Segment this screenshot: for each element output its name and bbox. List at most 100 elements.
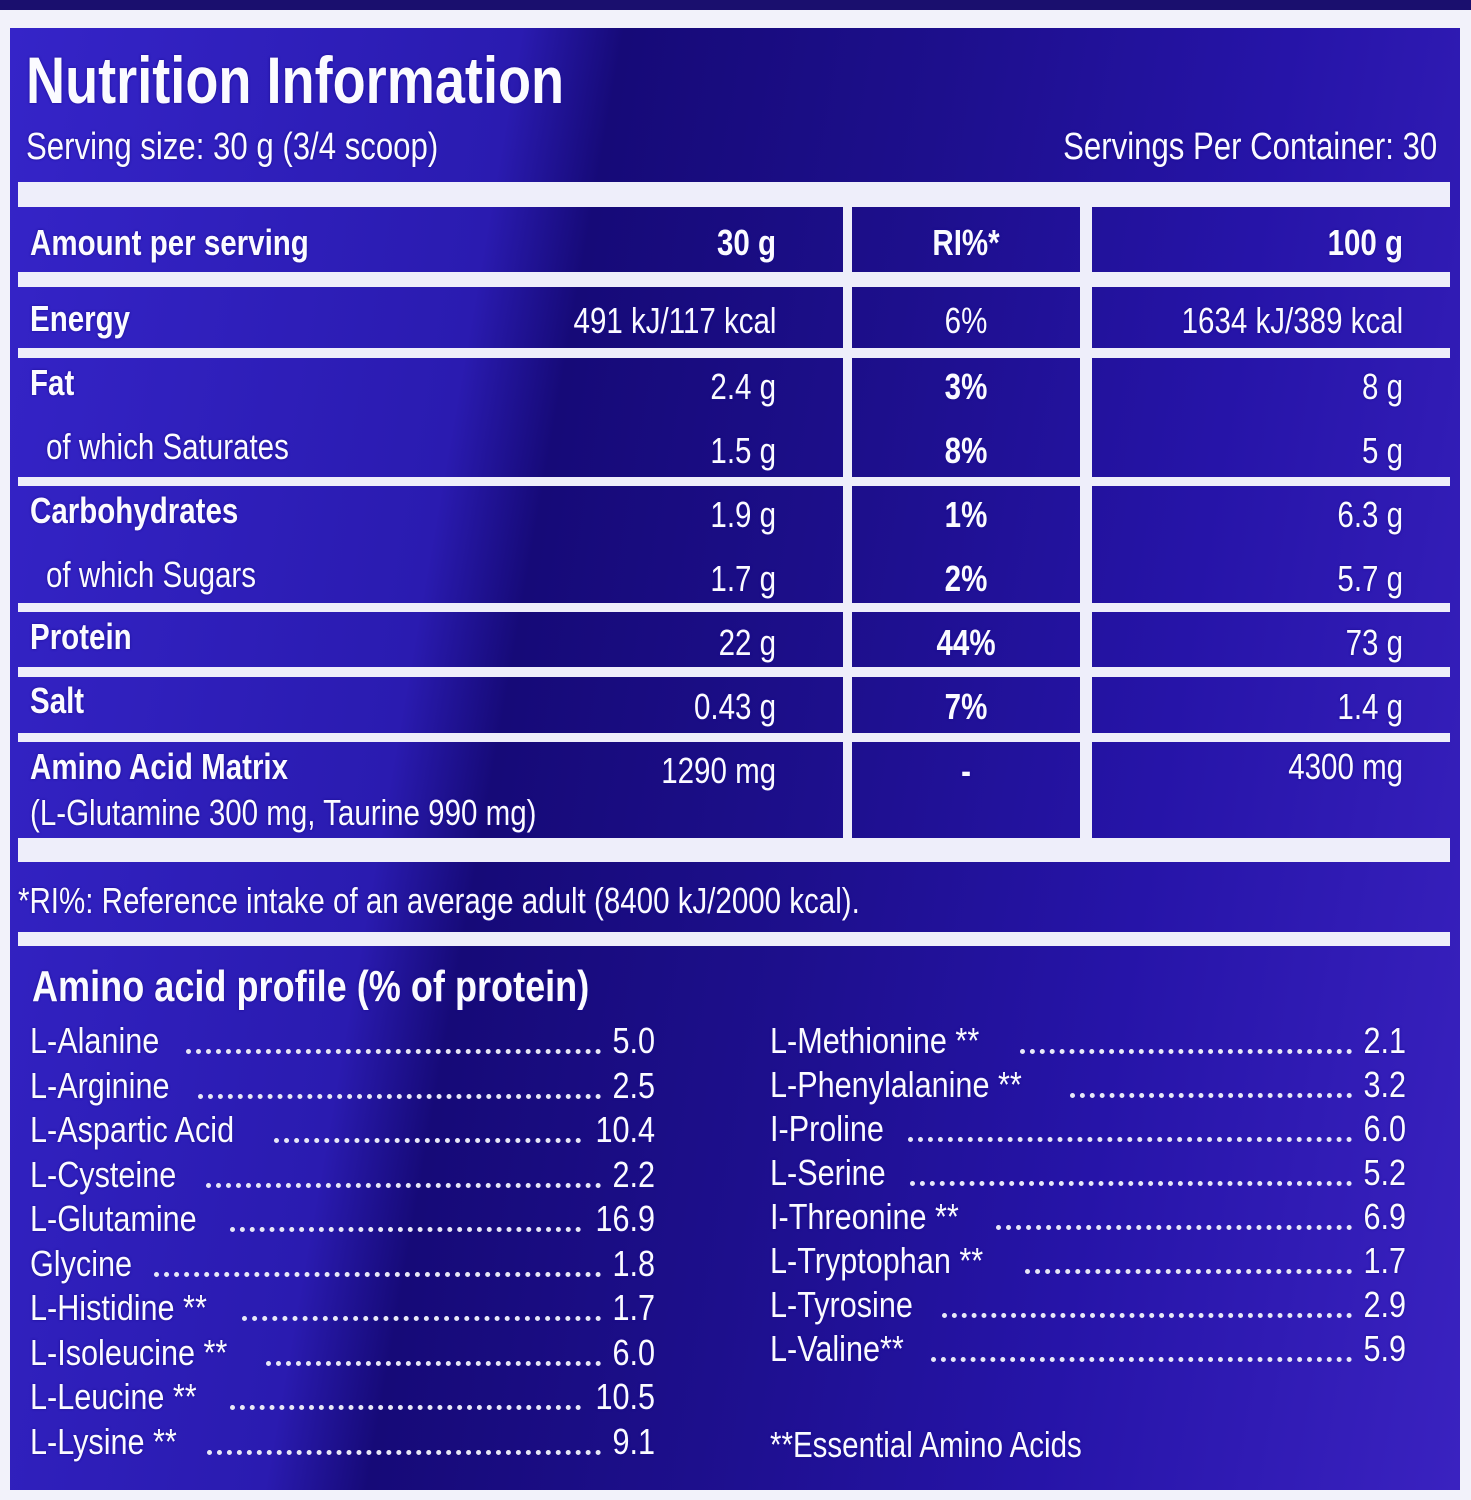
nutrient-name: Carbohydrates	[30, 490, 239, 531]
amino-acid-name: L-Lysine **	[30, 1420, 177, 1462]
ri-value: 6%	[944, 300, 988, 341]
amino-acid-row: L-Tryptophan ** 1.7	[770, 1240, 1406, 1282]
servings-per-container: Servings Per Container: 30	[1062, 126, 1437, 168]
amino-acid-name: I-Threonine **	[770, 1196, 959, 1237]
amino-acid-name: L-Alanine	[30, 1020, 160, 1061]
nutrient-name: Protein	[30, 616, 132, 657]
column-divider	[1080, 207, 1092, 838]
divider	[18, 477, 1450, 486]
ri-value: 7%	[944, 686, 988, 727]
amino-acid-value: 2.1	[1363, 1020, 1406, 1061]
per-serving-value: 0.43 g	[693, 686, 776, 727]
divider	[18, 838, 1450, 862]
amino-acid-value: 9.1	[612, 1420, 655, 1462]
amino-acid-name: L-Cysteine	[30, 1153, 177, 1195]
nutrition-panel	[10, 28, 1460, 1490]
per-serving-value: 1.5 g	[710, 430, 776, 471]
ri-value: 3%	[944, 366, 988, 407]
amino-acid-row: L-Methionine ** 2.1	[770, 1020, 1406, 1062]
per-100g-value: 73 g	[1345, 622, 1403, 663]
amino-acid-value: 3.2	[1363, 1064, 1406, 1105]
amino-acid-value: 6.0	[612, 1331, 655, 1373]
column-divider	[843, 207, 852, 838]
amino-acid-row: L-Glutamine 16.9	[30, 1198, 655, 1240]
amino-acid-row: L-Isoleucine ** 6.0	[30, 1332, 655, 1374]
amino-acid-name: L-Tyrosine	[770, 1284, 913, 1325]
dot-leader	[154, 1271, 601, 1277]
dot-leader	[942, 1313, 1352, 1318]
nutrient-name: of which Saturates	[46, 426, 289, 467]
dot-leader	[908, 1137, 1352, 1142]
top-edge	[0, 0, 1471, 10]
amino-acid-row: L-Lysine ** 9.1	[30, 1421, 655, 1463]
amino-acid-name: L-Aspartic Acid	[30, 1109, 235, 1150]
dot-leader	[230, 1227, 581, 1232]
ri-value: -	[961, 750, 971, 791]
amino-acid-name: L-Arginine	[30, 1064, 170, 1106]
amino-acid-name: L-Histidine **	[30, 1287, 207, 1328]
per-serving-value: 1.9 g	[710, 494, 776, 535]
dot-leader	[206, 1449, 601, 1455]
amino-acid-value: 10.5	[595, 1376, 655, 1417]
amino-acid-value: 16.9	[595, 1198, 655, 1239]
nutrient-name: Salt	[30, 680, 85, 721]
per-100g-value: 5 g	[1361, 430, 1403, 471]
nutrient-name: of which Sugars	[46, 554, 257, 595]
column-header: Amount per serving	[30, 222, 309, 263]
per-100g-value: 8 g	[1361, 366, 1403, 407]
amino-acid-name: I-Proline	[770, 1108, 884, 1149]
amino-acid-name: L-Valine**	[770, 1328, 904, 1369]
essential-note: **Essential Amino Acids	[770, 1424, 1082, 1465]
amino-acid-name: L-Isoleucine **	[30, 1331, 228, 1373]
divider	[18, 348, 1450, 358]
per-serving-value: 491 kJ/117 kcal	[573, 300, 776, 341]
ri-value: 8%	[944, 430, 988, 471]
divider	[18, 667, 1450, 677]
nutrient-subtext: (L-Glutamine 300 mg, Taurine 990 mg)	[30, 792, 537, 833]
serving-size: Serving size: 30 g (3/4 scoop)	[26, 126, 439, 168]
dot-leader	[198, 1093, 601, 1099]
amino-acid-name: L-Glutamine	[30, 1198, 197, 1239]
amino-acid-row: L-Phenylalanine ** 3.2	[770, 1064, 1406, 1106]
divider	[18, 182, 1450, 207]
per-100g-value: 1634 kJ/389 kcal	[1181, 300, 1403, 341]
amino-acid-value: 5.0	[612, 1020, 655, 1061]
column-header: 100 g	[1327, 222, 1403, 263]
dot-leader	[996, 1225, 1352, 1230]
column-header: 30 g	[716, 222, 776, 263]
page-title: Nutrition Information	[26, 43, 565, 117]
amino-acid-name: L-Phenylalanine **	[770, 1064, 1022, 1105]
amino-acid-value: 10.4	[595, 1109, 655, 1150]
amino-acid-value: 5.9	[1363, 1328, 1406, 1369]
dot-leader	[1024, 1269, 1352, 1274]
amino-acid-row: L-Cysteine 2.2	[30, 1154, 655, 1196]
amino-acid-row: L-Tyrosine 2.9	[770, 1284, 1406, 1326]
ri-value: 44%	[936, 622, 996, 663]
amino-acid-name: L-Serine	[770, 1152, 886, 1193]
per-serving-value: 1.7 g	[710, 558, 776, 599]
divider	[18, 733, 1450, 742]
amino-acid-row: L-Leucine ** 10.5	[30, 1376, 655, 1418]
dot-leader	[910, 1181, 1352, 1186]
dot-leader	[274, 1138, 581, 1143]
per-100g-value: 6.3 g	[1337, 494, 1403, 535]
divider	[18, 932, 1450, 946]
dot-leader	[230, 1405, 581, 1410]
nutrient-name: Fat	[30, 362, 75, 403]
footnote: *RI%: Reference intake of an average adu…	[18, 880, 860, 921]
amino-acid-name: L-Tryptophan **	[770, 1240, 984, 1281]
amino-acid-value: 1.7	[1363, 1240, 1406, 1281]
amino-acid-name: L-Methionine **	[770, 1020, 980, 1061]
amino-acid-value: 1.7	[612, 1287, 655, 1328]
amino-acid-value: 6.0	[1363, 1108, 1406, 1149]
ri-value: 2%	[944, 558, 988, 599]
divider	[18, 603, 1450, 612]
amino-acid-row: L-Arginine 2.5	[30, 1065, 655, 1107]
per-100g-value: 4300 mg	[1288, 746, 1403, 787]
dot-leader	[1070, 1093, 1352, 1098]
amino-acid-row: L-Histidine ** 1.7	[30, 1287, 655, 1329]
amino-acid-value: 5.2	[1363, 1152, 1406, 1193]
amino-profile-title: Amino acid profile (% of protein)	[32, 962, 590, 1011]
dot-leader	[266, 1360, 601, 1366]
amino-acid-value: 2.2	[612, 1153, 655, 1195]
